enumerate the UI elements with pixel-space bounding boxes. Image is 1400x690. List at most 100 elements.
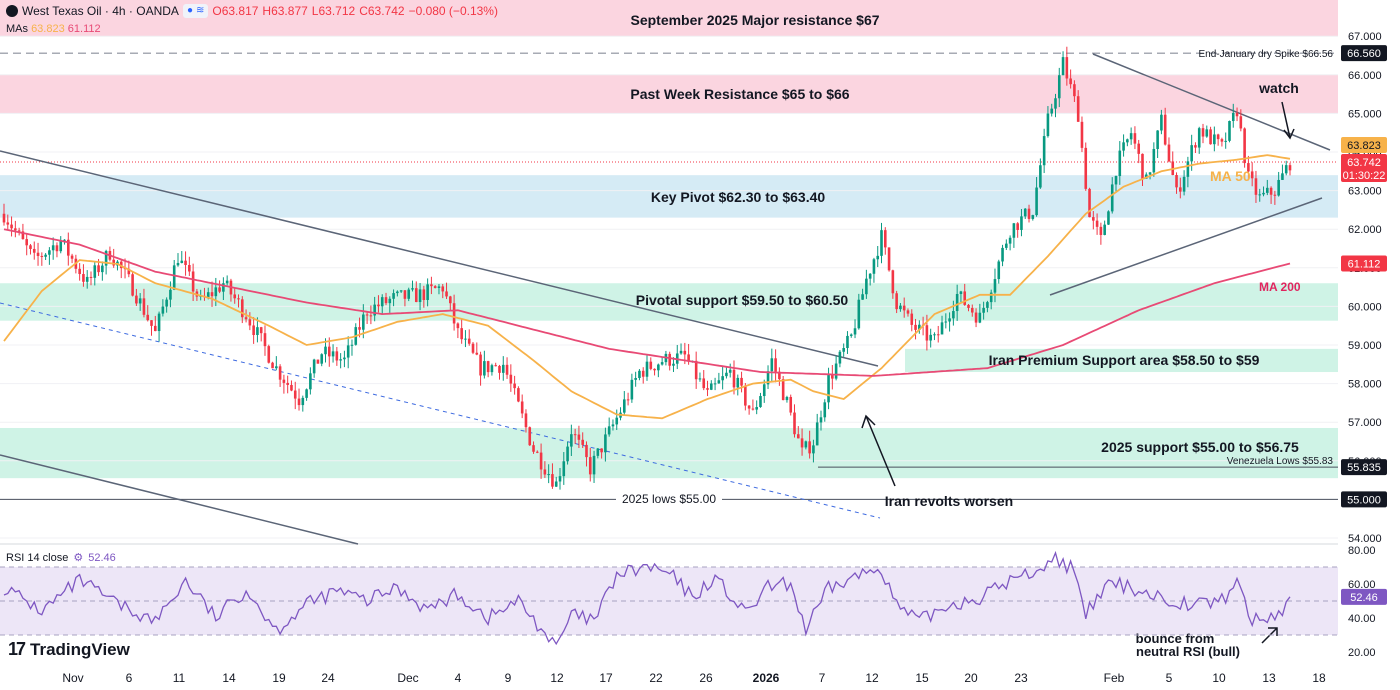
candle-body <box>184 260 187 266</box>
candle-body <box>993 279 997 293</box>
candle-body <box>1250 171 1254 179</box>
open-value: O63.817 <box>212 4 259 18</box>
candle-body <box>51 245 55 251</box>
candle-body <box>1065 57 1069 79</box>
rsi-tick-label: 20.00 <box>1348 647 1376 659</box>
tradingview-logo[interactable]: 17 TradingView <box>8 639 130 660</box>
candle-body <box>517 388 520 402</box>
candle-body <box>573 434 577 436</box>
candle-body <box>899 305 902 310</box>
candle-body <box>233 294 237 299</box>
candle-body <box>82 274 85 282</box>
price-tick-label: 63.000 <box>1348 186 1382 198</box>
candle-body <box>32 248 36 253</box>
candle-body <box>456 323 460 329</box>
candle-body <box>759 396 762 408</box>
candle-body <box>191 271 195 292</box>
rsi-settings-icon[interactable]: ⚙ <box>73 552 84 564</box>
candle-body <box>755 407 758 410</box>
candle-body <box>305 389 308 398</box>
time-tick-label: 24 <box>321 671 335 685</box>
candle-body <box>1122 142 1125 151</box>
candle-body <box>857 299 861 329</box>
candle-body <box>301 397 305 406</box>
candle-body <box>501 364 505 373</box>
zone-label: September 2025 Major resistance $67 <box>630 12 879 28</box>
candle-body <box>483 361 486 376</box>
time-tick-label: 11 <box>173 671 186 685</box>
candle-body <box>104 250 108 266</box>
watch-arrow-icon <box>1281 101 1295 140</box>
last-price-tag-text: 63.742 <box>1347 157 1381 169</box>
time-tick-label: 26 <box>699 671 713 685</box>
candle-body <box>1054 98 1057 109</box>
zone-support <box>0 427 1338 479</box>
time-axis[interactable]: Nov 6 11 14 19 24 Dec 4 9 12 17 22 26 2026 7 12 15 20 23 Fe… <box>62 671 1326 685</box>
candle-body <box>263 333 267 347</box>
time-tick-label: Nov <box>62 671 83 685</box>
price-axis[interactable]: 54.00055.00056.00057.00058.00059.00060.0… <box>1341 31 1387 545</box>
candle-body <box>430 284 433 287</box>
candle-body <box>1114 176 1118 185</box>
mas-legend[interactable]: MAs 63.823 61.112 <box>6 23 101 35</box>
symbol-header[interactable]: West Texas Oil · 4h · OANDA ● ≋ O63.817 H… <box>6 4 498 18</box>
candle-body <box>955 293 959 312</box>
candle-body <box>721 376 724 381</box>
candle-body <box>44 254 47 257</box>
time-tick-label: 7 <box>819 671 826 685</box>
price-tick-label: 54.000 <box>1348 533 1382 545</box>
candle-body <box>365 314 369 316</box>
candle-body <box>1099 226 1103 235</box>
candle-body <box>528 427 532 446</box>
zone-label: 2025 support $55.00 to $56.75 <box>1101 439 1299 455</box>
candle-body <box>974 312 978 323</box>
candle-body <box>717 380 721 384</box>
candle-body <box>865 278 868 295</box>
candle-body <box>592 455 596 475</box>
ma200-price-tag <box>1341 255 1387 272</box>
rsi-legend[interactable]: RSI 14 close ⚙ 52.46 <box>6 551 116 565</box>
candle-body <box>1095 220 1099 227</box>
lower-channel-line <box>0 454 359 545</box>
candle-body <box>653 368 656 371</box>
candle-body <box>554 481 558 487</box>
symbol-title[interactable]: West Texas Oil · 4h · OANDA <box>22 4 179 18</box>
candle-body <box>433 286 437 288</box>
mas-label: MAs <box>6 23 28 35</box>
rsi-tick-label: 40.00 <box>1348 613 1376 625</box>
candle-body <box>278 366 282 380</box>
candle-body <box>1012 223 1016 238</box>
tradingview-wordmark: TradingView <box>30 639 130 659</box>
candle-body <box>40 255 44 257</box>
candle-body <box>1281 173 1284 180</box>
candle-body <box>222 283 225 292</box>
candle-body <box>781 379 785 401</box>
candle-body <box>702 378 706 389</box>
candle-body <box>1277 179 1280 196</box>
candle-body <box>127 268 131 275</box>
candle-body <box>638 370 641 378</box>
candle-body <box>475 352 479 355</box>
candle-body <box>713 383 717 385</box>
time-tick-label: 4 <box>455 671 462 685</box>
rsi-tick-label: 80.00 <box>1348 545 1376 557</box>
candle-body <box>1262 192 1265 195</box>
candle-body <box>1194 145 1197 148</box>
candle-body <box>256 327 259 336</box>
candle-body <box>437 286 441 288</box>
candle-body <box>1008 237 1012 244</box>
indicator-toggle-pill[interactable]: ● ≋ <box>182 4 209 18</box>
candle-body <box>762 384 766 397</box>
candle-body <box>399 290 403 292</box>
candle-body <box>1224 140 1227 142</box>
candle-body <box>422 289 426 300</box>
candle-body <box>630 379 634 400</box>
lows-2025-label: 2025 lows $55.00 <box>622 492 716 506</box>
time-tick-label: 15 <box>915 671 929 685</box>
time-tick-label: 6 <box>126 671 133 685</box>
time-tick-label: 20 <box>964 671 978 685</box>
candle-body <box>963 291 967 305</box>
candle-body <box>6 222 10 225</box>
downtrend-line <box>0 150 879 367</box>
